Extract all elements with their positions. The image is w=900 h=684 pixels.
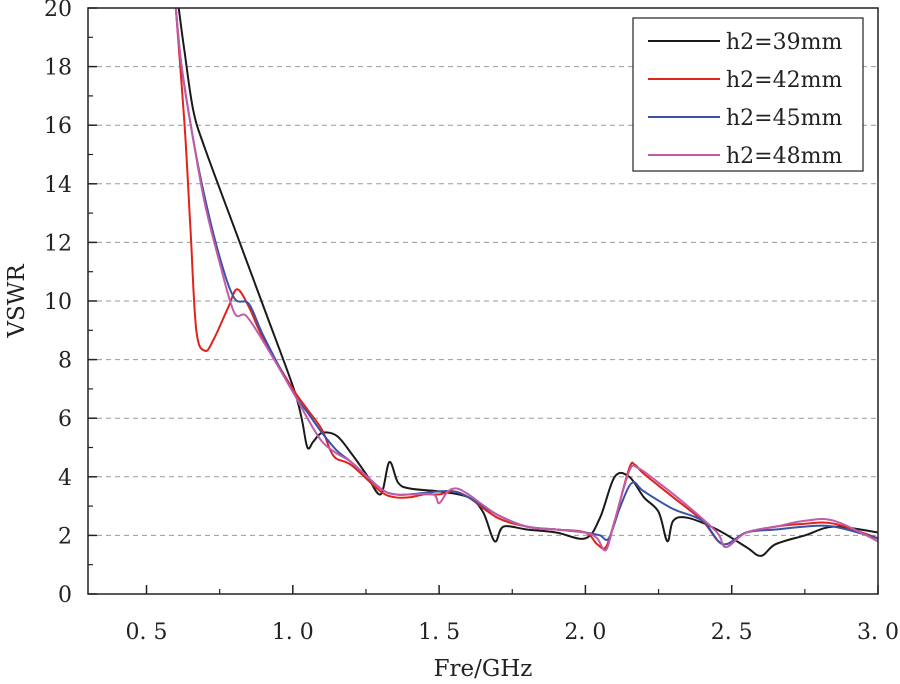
series-line-1 <box>174 8 878 550</box>
legend-label-1: h2=42mm <box>726 68 842 93</box>
series-lines <box>174 8 878 557</box>
y-tick-label-10: 20 <box>44 0 72 22</box>
y-tick-label-0: 0 <box>58 583 72 608</box>
series-line-3 <box>174 8 878 552</box>
y-tick-label-5: 10 <box>44 290 72 315</box>
tick-marks <box>88 7 879 595</box>
y-tick-label-8: 16 <box>44 114 72 139</box>
legend-label-0: h2=39mm <box>726 30 842 55</box>
y-tick-label-2: 4 <box>58 466 72 491</box>
x-tick-label-1: 1. 0 <box>272 620 314 645</box>
legend-label-2: h2=45mm <box>726 106 842 131</box>
legend-label-3: h2=48mm <box>726 144 842 169</box>
x-tick-label-5: 3. 0 <box>857 620 899 645</box>
y-axis-title: VSWR <box>4 264 30 339</box>
legend: h2=39mm h2=42mm h2=45mm h2=48mm <box>632 17 864 172</box>
y-tick-label-7: 14 <box>44 173 72 198</box>
y-tick-label-3: 6 <box>58 407 72 432</box>
x-tick-label-4: 2. 5 <box>711 620 753 645</box>
y-tick-labels: 0 2 4 6 8 10 12 14 16 18 20 <box>44 0 72 608</box>
x-axis-title: Fre/GHz <box>434 656 533 682</box>
x-tick-label-2: 1. 5 <box>418 620 460 645</box>
x-tick-label-0: 0. 5 <box>126 620 168 645</box>
y-tick-label-4: 8 <box>58 349 72 374</box>
x-tick-label-3: 2. 0 <box>564 620 606 645</box>
y-tick-label-9: 18 <box>44 56 72 81</box>
y-tick-label-1: 2 <box>58 524 72 549</box>
y-tick-label-6: 12 <box>44 231 72 256</box>
series-line-2 <box>174 8 878 546</box>
x-tick-labels: 0. 5 1. 0 1. 5 2. 0 2. 5 3. 0 <box>126 620 899 645</box>
legend-box <box>632 17 864 172</box>
